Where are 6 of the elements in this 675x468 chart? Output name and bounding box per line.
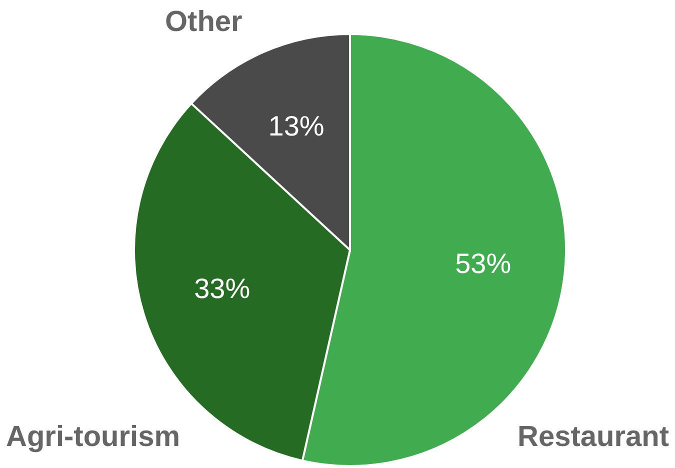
data-label: 33%	[194, 272, 250, 304]
data-label: 13%	[268, 110, 324, 142]
slice-label: Restaurant	[518, 421, 670, 453]
data-label: 53%	[455, 248, 512, 279]
slice-label: Agri-tourism	[6, 421, 180, 453]
slice-label: Other	[165, 6, 242, 38]
